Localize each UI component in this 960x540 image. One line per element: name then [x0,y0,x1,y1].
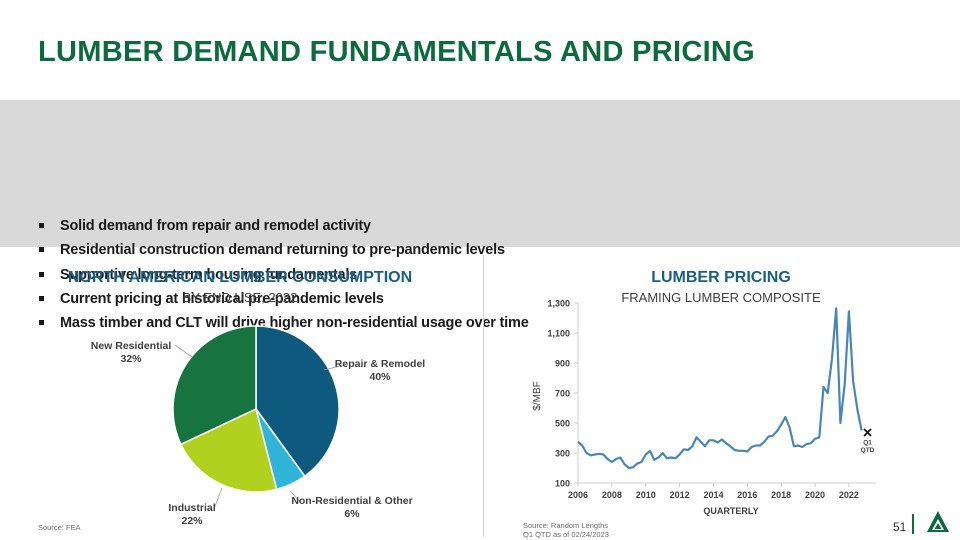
pie-chart-subtitle: BY END USE, 2022 [182,290,298,305]
pie-source-note: Source: FEA [38,523,81,532]
bullet-text: Current pricing at historical pre-pandem… [60,290,384,307]
y-tick-label: 300 [555,449,570,459]
pie-slice-label: Non-Residential & Other [291,495,412,507]
x-tick-label: 2016 [737,490,757,500]
line-chart-title: LUMBER PRICING [651,269,791,286]
line-source-line-1: Source: Random Lengths [523,521,609,530]
y-tick-label: 500 [555,419,570,429]
y-tick-label: 900 [555,359,570,369]
bullet-text: Supportive long-term housing fundamental… [60,266,358,283]
pie-slice-value: 6% [344,508,360,520]
pie-slice-value: 22% [181,515,203,527]
column-divider [483,255,484,537]
pie-slice-label: Industrial [168,502,215,514]
line-chart: 100 300 500 700 900 1,100 1,300 2006 2008 2010 201… [532,299,876,516]
pie-leader-line [323,364,345,371]
bullet-marker-icon [39,295,44,301]
x-tick-label: 2022 [839,490,859,500]
pie-leader-line [289,490,301,503]
bullet-list: Solid demand from repair and remodel act… [38,216,529,337]
y-axis-title: $/MBF [532,381,543,410]
page-title: LUMBER DEMAND FUNDAMENTALS AND PRICING [38,36,756,68]
x-tick-label: 2012 [670,490,690,500]
pie-slice [172,325,257,446]
q1-qtd-marker-icon [863,428,872,437]
page-number: 51 [893,520,907,534]
x-tick-label: 2018 [771,490,791,500]
bullet-item: Mass timber and CLT will drive higher no… [38,313,529,337]
bullet-marker-icon [39,223,44,228]
pie-slice [255,325,340,478]
pie-slice-value: 40% [369,371,391,383]
y-tick-label: 1,300 [547,299,570,309]
x-tick-label: 2020 [805,490,825,500]
tree-logo-icon [927,511,949,532]
bullet-item: Supportive long-term housing fundamental… [38,265,529,289]
bullet-item: Current pricing at historical pre-pandem… [38,289,529,313]
x-tick-label: 2006 [568,490,588,500]
pie-chart-title: NORTH AMERICAN LUMBER CONSUMPTION [67,269,413,286]
pie-slice [179,407,278,493]
x-tick-label: 2014 [703,490,723,500]
pie-slice-label: New Residential [91,340,172,352]
bullet-marker-icon [39,247,44,253]
bullet-marker-icon [39,271,44,277]
y-tick-label: 700 [555,389,570,399]
pie-leader-line [174,344,193,358]
bullet-text: Mass timber and CLT will drive higher no… [60,315,529,332]
bullet-item: Solid demand from repair and remodel act… [38,216,529,240]
page-number-separator [912,514,914,534]
price-series-line [577,307,863,470]
pie-leader-line [213,487,223,510]
bullet-text: Residential construction demand returnin… [60,242,505,259]
marker-label: Q1 [863,439,872,446]
highlights-panel: Solid demand from repair and remodel act… [0,100,960,331]
pie-slice-label: Repair & Remodel [335,358,426,370]
x-tick-label: 2010 [636,490,656,500]
y-tick-label: 100 [555,479,570,489]
line-source-line-2: Q1 QTD as of 02/24/2023 [523,530,609,539]
x-axis-title: QUARTERLY [703,506,758,516]
x-tick-label: 2008 [602,490,622,500]
pie-slice-value: 32% [120,353,142,365]
bullet-text: Solid demand from repair and remodel act… [60,218,371,234]
bullet-item: Residential construction demand returnin… [38,240,529,264]
y-tick-label: 1,100 [547,329,570,339]
line-source-note: Source: Random Lengths Q1 QTD as of 02/2… [523,521,609,539]
bullet-marker-icon [39,320,44,326]
marker-label: QTD [861,447,875,454]
line-chart-subtitle: FRAMING LUMBER COMPOSITE [621,290,821,305]
